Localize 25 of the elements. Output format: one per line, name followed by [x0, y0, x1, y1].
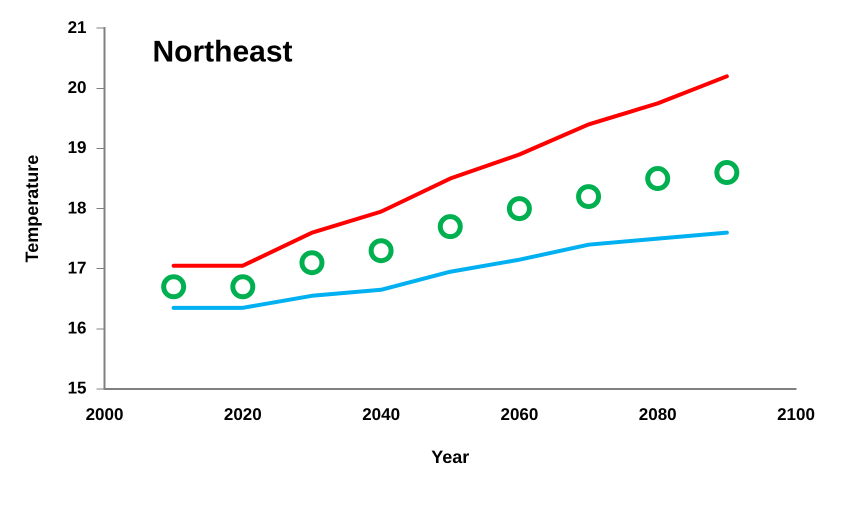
y-tick-label: 19: [68, 138, 87, 158]
chart-title: Northeast: [152, 35, 293, 68]
point: [368, 238, 394, 264]
y-tick-label: 17: [68, 258, 87, 278]
x-tick-label: 2100: [777, 404, 815, 424]
x-tick-label: 2000: [86, 404, 124, 424]
point: [161, 274, 186, 300]
point: [506, 196, 532, 222]
y-tick-label: 16: [68, 318, 87, 338]
y-tick-label: 15: [68, 378, 87, 398]
y-axis-title: Temperature: [22, 154, 42, 262]
y-tick-label: 21: [68, 18, 87, 37]
x-tick-label: 2080: [638, 404, 677, 424]
point: [576, 184, 602, 210]
point: [438, 214, 463, 240]
point: [230, 274, 256, 300]
x-tick-label: 2020: [224, 404, 262, 424]
point: [299, 250, 324, 276]
point: [714, 160, 740, 186]
x-tick-label: 2060: [500, 404, 538, 424]
y-tick-label: 20: [68, 78, 87, 98]
y-tick-label: 18: [68, 198, 87, 218]
x-axis-title: Year: [431, 447, 470, 468]
x-tick-label: 2040: [362, 404, 400, 424]
point: [645, 166, 670, 192]
